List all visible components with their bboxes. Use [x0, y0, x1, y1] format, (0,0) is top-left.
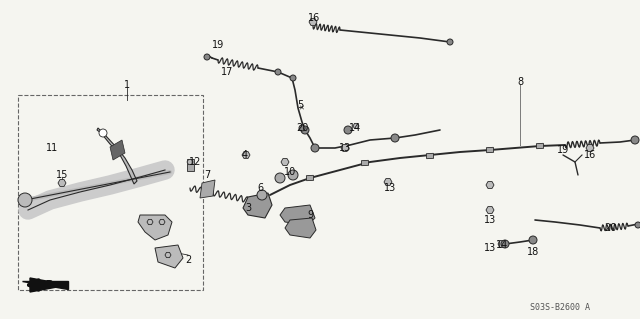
Polygon shape — [242, 152, 250, 159]
Circle shape — [344, 126, 352, 134]
Text: 19: 19 — [212, 40, 224, 50]
Polygon shape — [353, 123, 359, 129]
Text: 14: 14 — [496, 240, 508, 250]
Text: 11: 11 — [46, 143, 58, 153]
Polygon shape — [384, 179, 392, 185]
Text: 13: 13 — [484, 243, 496, 253]
Circle shape — [391, 134, 399, 142]
Circle shape — [99, 129, 107, 137]
Polygon shape — [498, 241, 506, 248]
Polygon shape — [22, 281, 68, 289]
Text: 5: 5 — [297, 100, 303, 110]
Text: 12: 12 — [189, 157, 201, 167]
Text: 13: 13 — [484, 215, 496, 225]
Polygon shape — [243, 193, 272, 218]
Circle shape — [275, 173, 285, 183]
Polygon shape — [486, 206, 494, 213]
Polygon shape — [30, 278, 68, 292]
Text: 20: 20 — [296, 123, 308, 133]
Polygon shape — [341, 145, 349, 152]
Circle shape — [301, 126, 309, 134]
Text: 6: 6 — [257, 183, 263, 193]
Polygon shape — [200, 180, 215, 198]
Polygon shape — [187, 160, 193, 165]
Circle shape — [204, 54, 210, 60]
Text: 18: 18 — [527, 247, 539, 257]
Circle shape — [275, 69, 281, 75]
Polygon shape — [586, 145, 594, 152]
Text: 4: 4 — [242, 150, 248, 160]
Circle shape — [529, 236, 537, 244]
Text: 15: 15 — [56, 170, 68, 180]
Polygon shape — [155, 245, 183, 268]
Text: 16: 16 — [308, 13, 320, 23]
Text: 13: 13 — [339, 143, 351, 153]
Polygon shape — [58, 180, 66, 187]
Text: 7: 7 — [204, 170, 210, 180]
Polygon shape — [138, 215, 172, 240]
Text: FR.: FR. — [38, 280, 58, 290]
Text: ✕: ✕ — [298, 105, 304, 111]
Circle shape — [447, 39, 453, 45]
Bar — [307, 175, 314, 181]
Polygon shape — [97, 128, 137, 184]
Polygon shape — [147, 219, 153, 225]
Text: 19: 19 — [557, 145, 569, 155]
Circle shape — [311, 144, 319, 152]
Polygon shape — [281, 159, 289, 166]
Text: 13: 13 — [384, 183, 396, 193]
Bar — [426, 153, 434, 159]
Text: 10: 10 — [284, 167, 296, 177]
Bar — [536, 143, 543, 149]
Circle shape — [288, 170, 298, 180]
Circle shape — [257, 190, 267, 200]
Polygon shape — [309, 19, 317, 26]
Circle shape — [18, 193, 32, 207]
Text: 16: 16 — [584, 150, 596, 160]
Circle shape — [501, 240, 509, 248]
Text: 8: 8 — [517, 77, 523, 87]
Polygon shape — [110, 140, 125, 160]
Text: 17: 17 — [221, 67, 233, 77]
Polygon shape — [159, 219, 165, 225]
Bar — [486, 147, 493, 153]
Bar — [18, 95, 203, 290]
Polygon shape — [280, 205, 315, 225]
Circle shape — [635, 222, 640, 228]
Text: 14: 14 — [349, 123, 361, 133]
Text: 2: 2 — [185, 255, 191, 265]
Polygon shape — [285, 218, 316, 238]
Text: 1: 1 — [124, 80, 130, 90]
Circle shape — [631, 136, 639, 144]
Bar — [362, 160, 369, 166]
Bar — [186, 159, 193, 171]
Text: 3: 3 — [245, 203, 251, 213]
Polygon shape — [165, 252, 171, 258]
Polygon shape — [486, 182, 494, 189]
Circle shape — [290, 75, 296, 81]
Text: S03S-B2600 A: S03S-B2600 A — [530, 303, 590, 313]
Text: 20: 20 — [604, 223, 616, 233]
Circle shape — [299, 125, 305, 131]
Text: 9: 9 — [307, 210, 313, 220]
